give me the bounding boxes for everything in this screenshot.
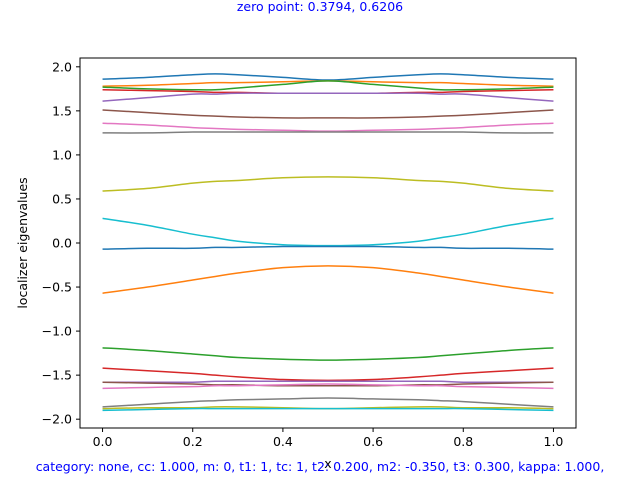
series-line-11 <box>102 245 554 250</box>
x-tick-label: 0.6 <box>363 434 383 449</box>
series-line-12 <box>102 265 554 294</box>
series-line-15 <box>102 380 554 384</box>
x-tick-label: 0.0 <box>93 434 113 449</box>
y-tick-label: 2.0 <box>52 59 72 74</box>
y-tick-label: −0.5 <box>42 280 72 295</box>
y-tick-label: 0.0 <box>52 236 72 251</box>
series-line-14 <box>102 367 554 382</box>
y-tick-label: 0.5 <box>52 191 72 206</box>
chart-title: zero point: 0.3794, 0.6206 <box>237 0 403 14</box>
series-line-8 <box>102 131 554 134</box>
x-ticks: 0.0 0.2 0.4 0.6 0.8 1.0 <box>93 428 564 449</box>
series-line-3 <box>102 80 554 91</box>
y-tick-label: 1.5 <box>52 103 72 118</box>
x-tick-label: 1.0 <box>544 434 564 449</box>
series-line-13 <box>102 347 554 361</box>
series-line-17 <box>102 383 554 390</box>
x-tick-label: 0.2 <box>183 434 203 449</box>
y-tick-label: 1.0 <box>52 147 72 162</box>
y-axis-label: localizer eigenvalues <box>15 177 30 308</box>
series-line-18 <box>102 397 554 408</box>
x-axis-label: x <box>324 456 331 471</box>
x-tick-label: 0.8 <box>453 434 473 449</box>
x-tick-label: 0.4 <box>273 434 293 449</box>
series-line-7 <box>102 122 554 132</box>
series-layer <box>102 73 554 412</box>
y-tick-label: −1.5 <box>42 368 72 383</box>
chart-footer: category: none, cc: 1.000, m: 0, t1: 1, … <box>36 459 605 474</box>
series-line-5 <box>102 92 554 102</box>
y-tick-label: −2.0 <box>42 412 72 427</box>
y-ticks: −2.0 −1.5 −1.0 −0.5 0.0 0.5 1.0 1.5 2.0 <box>42 59 80 427</box>
series-line-6 <box>102 109 554 119</box>
series-line-10 <box>102 217 554 247</box>
series-line-20 <box>102 407 554 412</box>
series-line-9 <box>102 176 554 192</box>
series-line-2 <box>102 80 554 87</box>
series-line-1 <box>102 73 554 81</box>
series-line-16 <box>102 381 554 387</box>
y-tick-label: −1.0 <box>42 324 72 339</box>
